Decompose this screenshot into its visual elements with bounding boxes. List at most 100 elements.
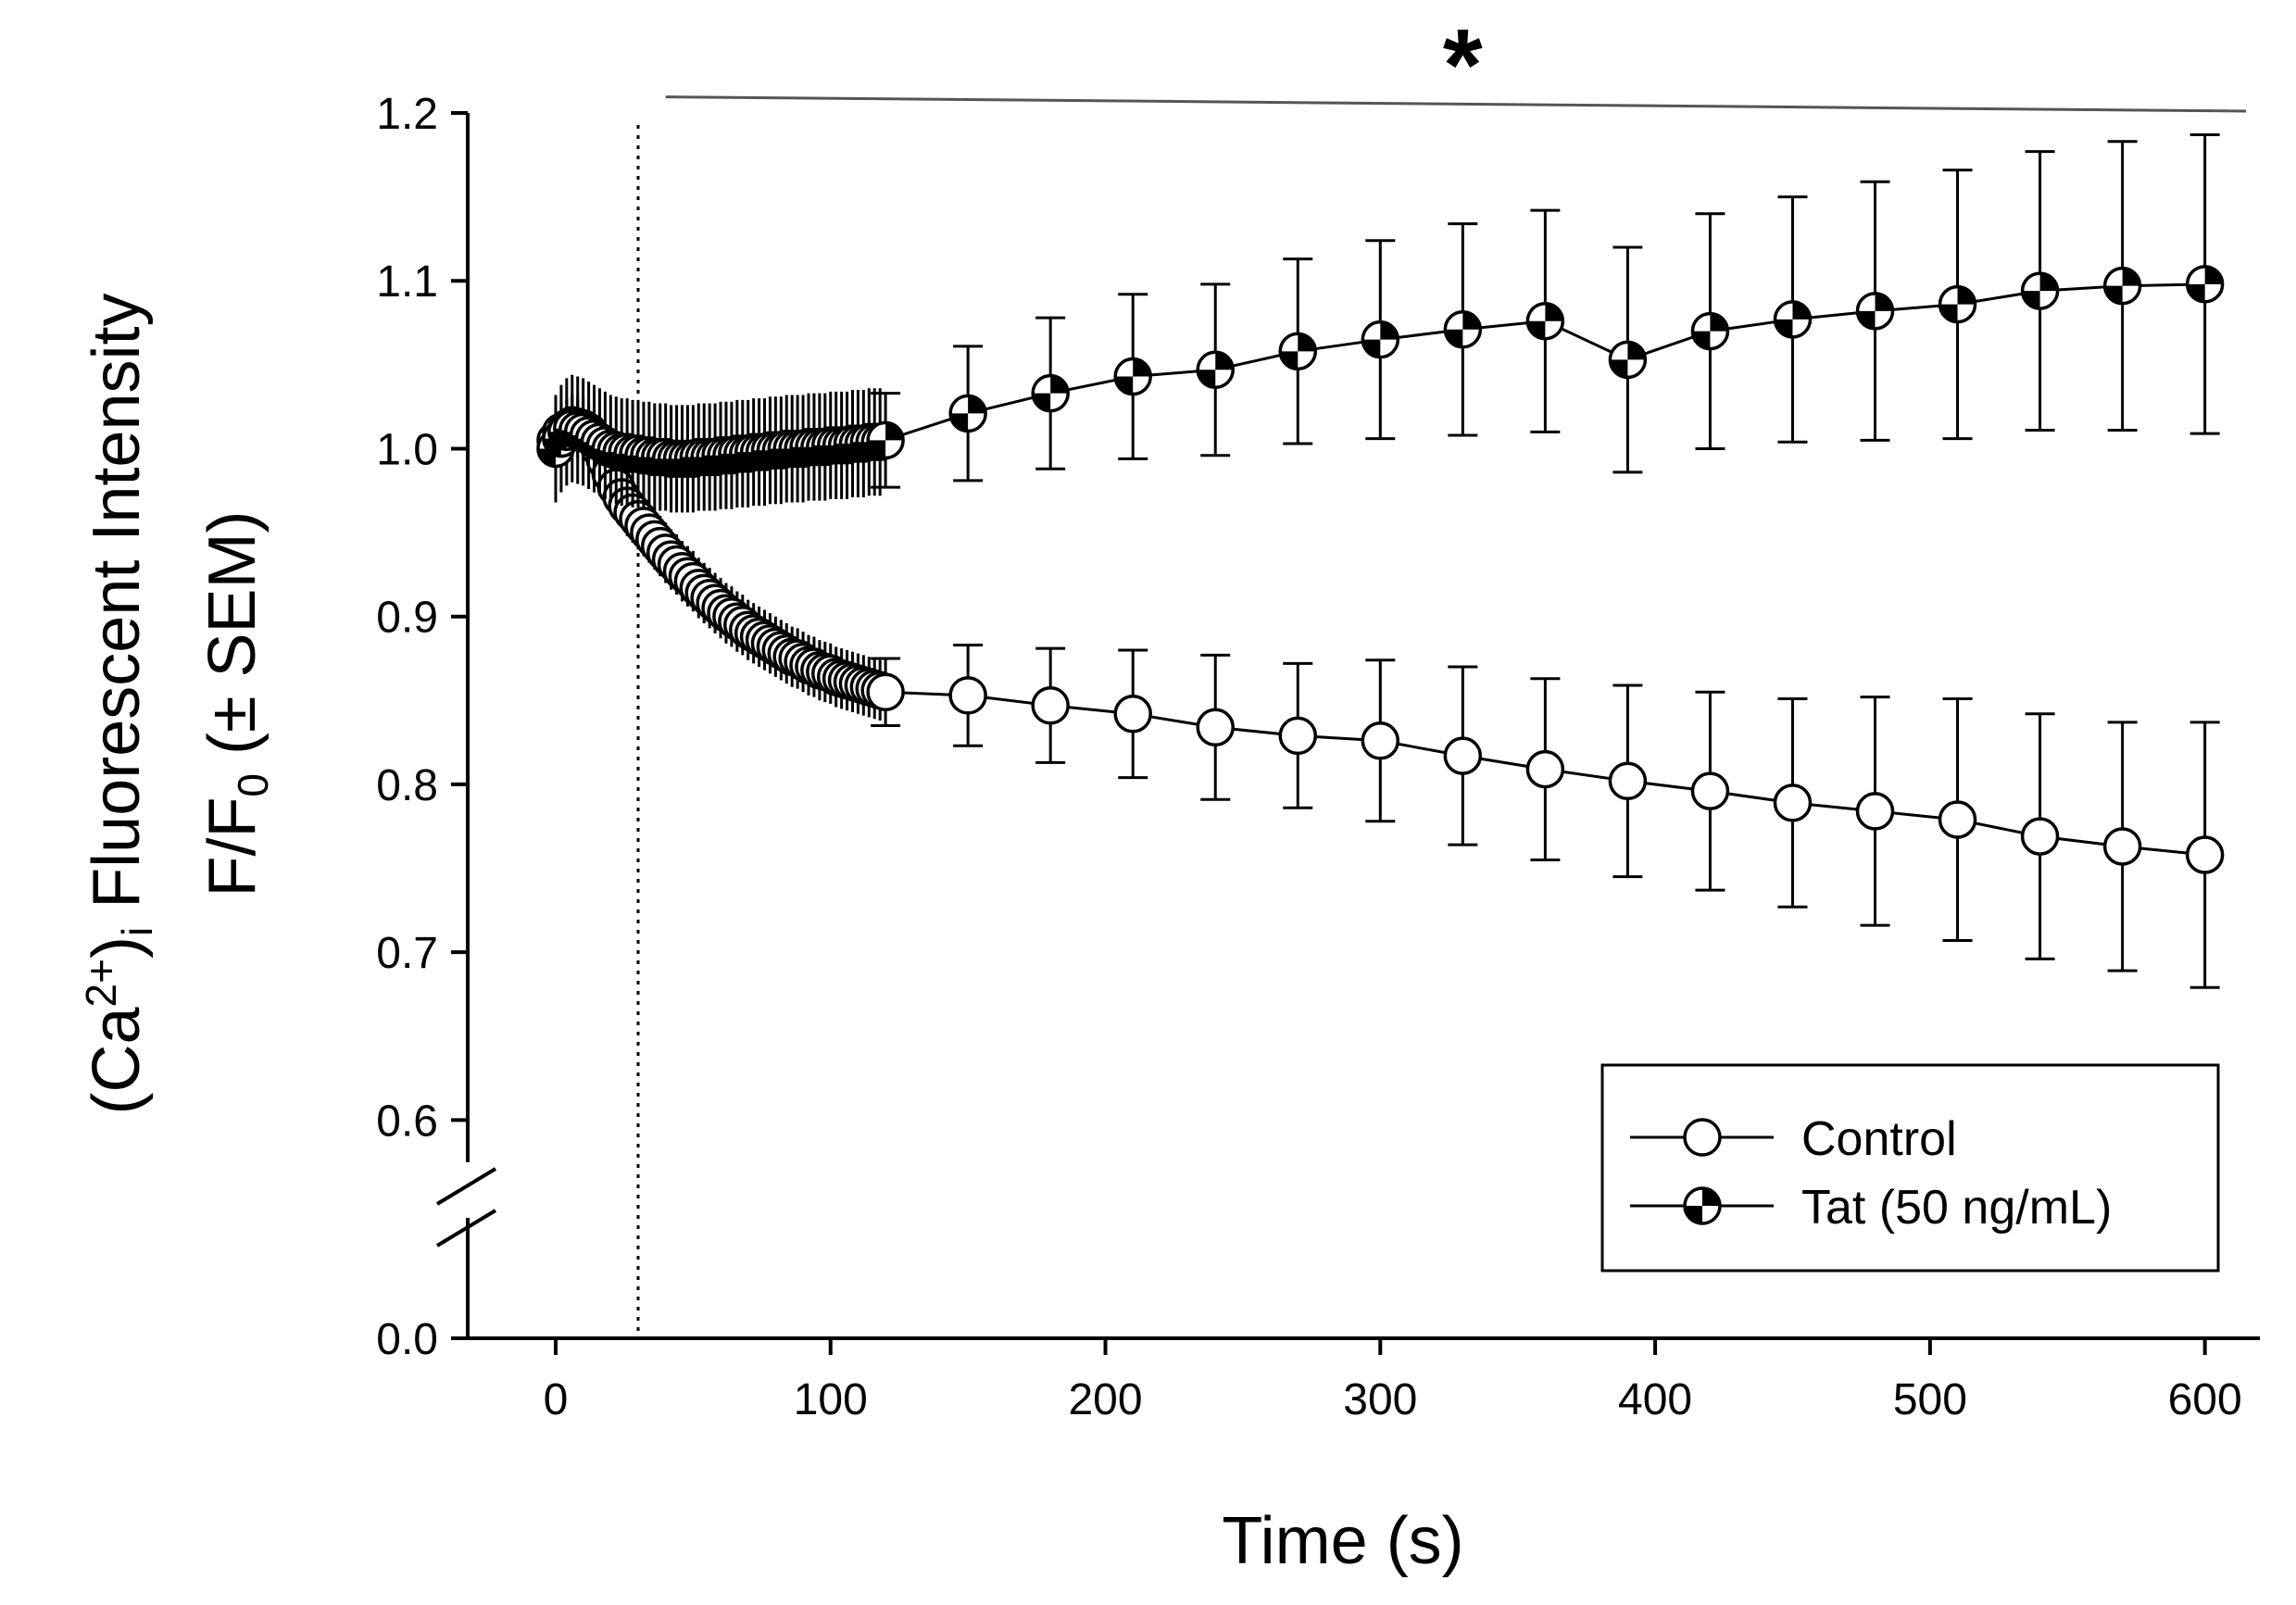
data-point-tat [1278,332,1318,371]
x-tick-label: 500 [1893,1375,1967,1424]
significance-asterisk: * [1443,8,1483,122]
marker-fill-lower-left [1280,351,1299,370]
marker-outline [2185,835,2225,874]
marker-outline [2102,827,2142,866]
marker-fill-lower-left [1775,319,1793,337]
marker-fill-upper-right [968,395,986,414]
marker-fill-upper-right [1380,321,1399,340]
marker-fill-lower-left [1527,320,1546,339]
marker-fill-upper-right [1627,342,1646,360]
x-tick-label: 100 [794,1375,868,1424]
data-point-tat [1690,311,1730,351]
data-point-tat [948,394,987,433]
legend-marker-tat [1683,1186,1722,1225]
marker-outline [1608,761,1648,801]
marker-fill-lower-left [950,413,969,432]
y-tick-label: 1.2 [376,90,438,139]
marker-fill-upper-right [1298,333,1316,352]
marker-fill-upper-right [1462,311,1481,330]
marker-fill-upper-right [1050,375,1069,394]
marker-fill-lower-left [1115,376,1134,395]
marker-fill-lower-left [1198,370,1216,388]
marker-fill-lower-left [1685,1206,1702,1223]
data-point-tat [1525,301,1565,341]
marker-fill-upper-right [2039,273,2058,292]
data-point-tat [1361,320,1400,359]
marker-outline [2020,817,2060,856]
y-tick-label: 1.1 [376,257,438,307]
data-point-control [1608,761,1648,801]
series-tat [536,133,2225,513]
y-axis-title-part: 2+ [77,959,125,1007]
legend-marker-control [1683,1118,1722,1157]
plot-area: * [536,8,2247,1334]
marker-outline [1683,1118,1722,1157]
data-point-tat [2020,271,2060,310]
y-axis-title-part: 0 [229,773,277,797]
data-point-control [1443,736,1483,775]
data-point-control [1196,708,1235,747]
marker-outline [866,672,905,711]
marker-outline [1031,685,1070,725]
legend: Control Tat (50 ng/mL) [1600,1063,2220,1273]
data-point-control [1773,784,1813,822]
marker-fill-upper-right [1710,313,1728,332]
marker-outline [1361,721,1400,760]
data-point-control [1113,695,1152,734]
marker-fill-upper-right [1133,358,1151,377]
marker-fill-upper-right [1545,303,1563,321]
data-point-control [1855,792,1895,831]
legend-item-tat: Tat (50 ng/mL) [1630,1181,2112,1235]
data-point-control [1525,749,1565,789]
marker-fill-upper-right [1215,352,1234,370]
marker-fill-lower-left [1445,329,1463,347]
axis-break-mark-2 [435,1209,497,1248]
y-axis-title-part: Fluorescent Intensity [80,293,154,926]
x-tick-label: 300 [1343,1375,1417,1424]
data-point-tat [2185,265,2225,304]
data-point-control [1278,716,1318,756]
data-point-control [2185,835,2225,874]
data-point-tat [1608,340,1648,380]
marker-fill-upper-right [2122,268,2140,286]
data-point-tat [1031,373,1070,413]
marker-outline [1855,792,1895,831]
marker-outline [1196,708,1235,747]
data-point-tat [1938,284,1977,324]
data-point-control [1031,685,1070,725]
marker-fill-upper-right [885,422,904,441]
marker-fill-lower-left [868,440,886,458]
data-point-tat [866,420,905,460]
y-axis-title-line2: F/F0 (± SEM) [195,510,277,897]
data-point-control [2020,817,2060,856]
y-tick-label: 1.0 [376,425,438,474]
marker-outline [1525,749,1565,789]
x-tick-label: 600 [2168,1375,2242,1424]
marker-fill-upper-right [1702,1188,1720,1206]
y-tick-label: 0.7 [376,929,438,978]
marker-outline [1278,716,1318,756]
y-tick-label: 0.9 [376,594,438,643]
y-tick-label: 0.6 [376,1097,438,1146]
marker-fill-lower-left [2104,285,2123,304]
marker-fill-lower-left [2187,283,2205,302]
data-point-tat [1773,300,1813,339]
legend-label-tat: Tat (50 ng/mL) [1801,1181,2112,1235]
legend-box [1600,1063,2220,1273]
marker-fill-lower-left [1857,310,1876,329]
marker-fill-lower-left [1610,359,1628,378]
data-point-tat [1855,292,1895,331]
legend-item-control: Control [1630,1112,1957,1166]
axes: 0.0 0.6 0.7 0.8 0.9 1.0 1.1 1.2 0 100 200 300 400 500… [376,90,2260,1424]
marker-outline [1938,800,1977,839]
y-tick-label: 0.0 [376,1315,438,1364]
marker-outline [1773,784,1813,822]
marker-fill-upper-right [2204,266,2223,284]
y-axis-title-part: (± SEM) [195,510,270,773]
marker-fill-upper-right [1792,301,1811,320]
data-point-control [1938,800,1977,839]
marker-fill-upper-right [1957,286,1976,305]
marker-outline [1113,695,1152,734]
x-tick-label: 0 [544,1375,569,1424]
